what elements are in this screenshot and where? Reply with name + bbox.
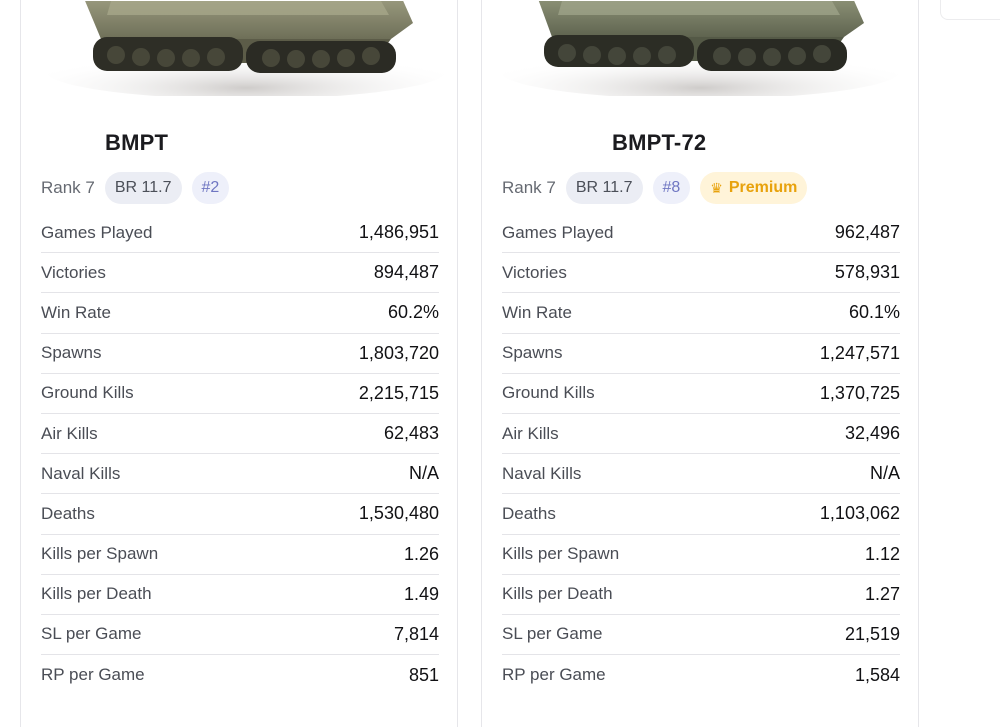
tank-image: [21, 1, 457, 96]
stat-row-ground-kills: Ground Kills 1,370,725: [502, 374, 900, 414]
stat-value: 962,487: [834, 222, 900, 243]
stat-row-rp-per-game: RP per Game 851: [41, 655, 439, 695]
stat-value: 2,215,715: [358, 382, 439, 403]
br-badge: BR 11.7: [104, 172, 182, 204]
stat-row-deaths: Deaths 1,103,062: [502, 494, 900, 535]
position-badge: #8: [652, 172, 691, 204]
stat-row-victories: Victories 578,931: [502, 253, 900, 294]
stat-label: Win Rate: [502, 302, 572, 322]
stat-label: SL per Game: [502, 624, 603, 644]
adjacent-panel-edge: [940, 0, 1000, 20]
stat-row-kills-per-death: Kills per Death 1.49: [41, 575, 439, 615]
premium-badge: ♛ Premium: [700, 172, 808, 204]
stat-row-games-played: Games Played 1,486,951: [41, 213, 439, 254]
stats-table: Games Played 1,486,951 Victories 894,487…: [41, 213, 439, 695]
stat-value: 1,247,571: [819, 342, 900, 363]
stat-label: Deaths: [502, 503, 556, 523]
stat-row-win-rate: Win Rate 60.2%: [41, 293, 439, 334]
stat-row-naval-kills: Naval Kills N/A: [41, 454, 439, 495]
stat-row-sl-per-game: SL per Game 7,814: [41, 615, 439, 656]
position-badge: #2: [191, 172, 230, 204]
stat-row-kills-per-death: Kills per Death 1.27: [502, 575, 900, 615]
stat-row-kills-per-spawn: Kills per Spawn 1.26: [41, 535, 439, 575]
stat-value: 1,530,480: [358, 503, 439, 524]
stat-label: Games Played: [502, 222, 614, 242]
stat-value: 1,370,725: [819, 382, 900, 403]
stat-label: Win Rate: [41, 302, 111, 322]
stats-table: Games Played 962,487 Victories 578,931 W…: [502, 213, 900, 695]
stat-value: 7,814: [393, 623, 439, 644]
stat-label: RP per Game: [41, 665, 145, 685]
stat-label: Naval Kills: [41, 463, 121, 483]
stat-value: N/A: [869, 463, 900, 484]
stat-value: N/A: [408, 463, 439, 484]
stat-label: Games Played: [41, 222, 153, 242]
stat-value: 60.2%: [387, 302, 439, 323]
stat-row-games-played: Games Played 962,487: [502, 213, 900, 254]
rank-label: Rank 7: [41, 178, 95, 197]
vehicle-card-bmpt: BMPT Rank 7 BR 11.7 #2 Games Played 1,48…: [20, 0, 458, 727]
stat-row-sl-per-game: SL per Game 21,519: [502, 615, 900, 656]
stat-label: Ground Kills: [502, 383, 595, 403]
rank-label: Rank 7: [502, 178, 556, 197]
stat-value: 851: [408, 664, 439, 685]
premium-label: Premium: [728, 179, 798, 196]
stat-label: Naval Kills: [502, 463, 582, 483]
stat-value: 21,519: [844, 623, 900, 644]
stat-value: 1,803,720: [358, 342, 439, 363]
stat-row-spawns: Spawns 1,247,571: [502, 334, 900, 374]
stat-label: Spawns: [502, 343, 563, 363]
stat-label: Victories: [41, 262, 106, 282]
stat-value: 1.49: [403, 583, 439, 604]
stat-value: 894,487: [373, 262, 439, 283]
stat-value: 1,103,062: [819, 503, 900, 524]
stat-row-air-kills: Air Kills 32,496: [502, 414, 900, 455]
stat-label: Spawns: [41, 343, 102, 363]
vehicle-badges: Rank 7 BR 11.7 #8 ♛ Premium: [502, 172, 817, 204]
stat-label: Kills per Spawn: [41, 544, 159, 564]
stat-label: Ground Kills: [41, 383, 134, 403]
stat-value: 1,584: [854, 664, 900, 685]
stat-value: 62,483: [383, 423, 439, 444]
stat-row-ground-kills: Ground Kills 2,215,715: [41, 374, 439, 414]
stat-label: Kills per Spawn: [502, 544, 620, 564]
stat-label: Air Kills: [41, 423, 98, 443]
stat-value: 1.26: [403, 543, 439, 564]
stat-row-air-kills: Air Kills 62,483: [41, 414, 439, 455]
stat-label: Kills per Death: [502, 584, 613, 604]
stat-value: 1,486,951: [358, 222, 439, 243]
stat-row-kills-per-spawn: Kills per Spawn 1.12: [502, 535, 900, 575]
br-badge: BR 11.7: [565, 172, 643, 204]
stat-value: 578,931: [834, 262, 900, 283]
stat-value: 32,496: [844, 423, 900, 444]
stat-label: Air Kills: [502, 423, 559, 443]
stat-label: Deaths: [41, 503, 95, 523]
stat-label: Victories: [502, 262, 567, 282]
stat-row-win-rate: Win Rate 60.1%: [502, 293, 900, 334]
stat-row-naval-kills: Naval Kills N/A: [502, 454, 900, 495]
vehicle-badges: Rank 7 BR 11.7 #2: [41, 172, 239, 204]
stat-row-rp-per-game: RP per Game 1,584: [502, 655, 900, 695]
tank-image: [482, 1, 918, 96]
vehicle-card-bmpt-72: BMPT-72 Rank 7 BR 11.7 #8 ♛ Premium Game…: [481, 0, 919, 727]
stat-label: Kills per Death: [41, 584, 152, 604]
vehicle-name: BMPT-72: [612, 130, 707, 155]
stat-label: RP per Game: [502, 665, 606, 685]
stat-row-spawns: Spawns 1,803,720: [41, 334, 439, 374]
premium-eagle-icon: ♛: [710, 179, 723, 196]
vehicle-name: BMPT: [105, 130, 169, 155]
stat-value: 1.12: [864, 543, 900, 564]
stat-label: SL per Game: [41, 624, 142, 644]
stat-value: 1.27: [864, 583, 900, 604]
stat-row-victories: Victories 894,487: [41, 253, 439, 294]
stat-row-deaths: Deaths 1,530,480: [41, 494, 439, 535]
stat-value: 60.1%: [848, 302, 900, 323]
